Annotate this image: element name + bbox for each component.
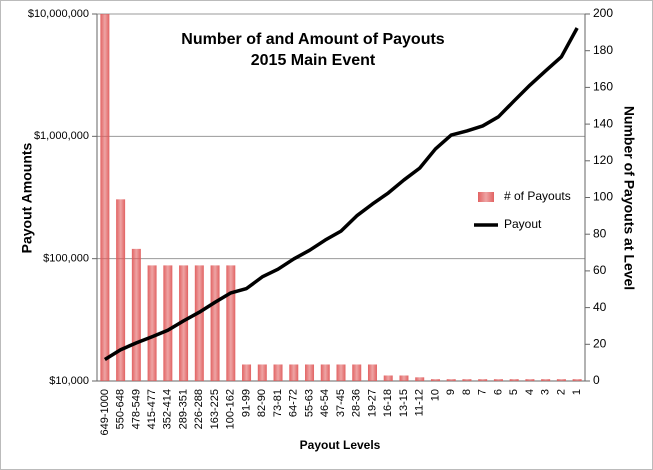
- y2-tick-label: 100: [593, 190, 613, 204]
- bar: [399, 375, 409, 381]
- bar: [462, 379, 472, 381]
- x-tick-label: 352-414: [162, 389, 174, 429]
- bar: [305, 364, 315, 381]
- y2-tick-label: 0: [593, 373, 600, 387]
- bar: [415, 377, 425, 381]
- y-tick-label: $1,000,000: [34, 130, 89, 142]
- bar: [525, 379, 535, 381]
- bar: [131, 248, 141, 381]
- x-tick-label: 28-36: [351, 389, 363, 417]
- bar: [273, 364, 283, 381]
- bar: [352, 364, 362, 381]
- legend-swatch: [478, 192, 494, 202]
- bar: [242, 364, 252, 381]
- x-tick-label: 82-90: [256, 389, 268, 417]
- bar: [493, 379, 503, 381]
- x-tick-label: 1: [571, 389, 583, 395]
- x-tick-label: 73-81: [272, 389, 284, 417]
- bar: [320, 364, 330, 381]
- bar: [163, 265, 173, 381]
- bar: [116, 199, 126, 381]
- x-tick-label: 478-549: [130, 389, 142, 429]
- bar: [179, 265, 189, 381]
- x-tick-label: 8: [461, 389, 473, 395]
- x-tick-label: 163-225: [209, 389, 221, 429]
- y2-tick-label: 140: [593, 116, 613, 130]
- chart-title: Number of and Amount of Payouts: [181, 31, 445, 48]
- y2-tick-label: 120: [593, 153, 613, 167]
- x-tick-label: 415-477: [146, 389, 158, 429]
- bar: [556, 379, 566, 381]
- legend-label: # of Payouts: [504, 189, 571, 203]
- bar: [194, 265, 204, 381]
- x-tick-label: 64-72: [288, 389, 300, 417]
- x-tick-label: 2: [555, 389, 567, 395]
- x-tick-label: 9: [445, 389, 457, 395]
- bar: [383, 375, 393, 381]
- y-tick-label: $10,000: [49, 375, 89, 387]
- bar: [430, 379, 440, 381]
- chart-subtitle: 2015 Main Event: [251, 52, 376, 69]
- x-tick-label: 550-648: [115, 389, 127, 429]
- x-tick-label: 11-12: [414, 389, 426, 416]
- x-tick-label: 100-162: [225, 389, 237, 429]
- x-tick-label: 6: [492, 389, 504, 395]
- x-tick-label: 7: [477, 389, 489, 395]
- x-axis-title: Payout Levels: [300, 438, 381, 452]
- x-tick-label: 91-99: [240, 389, 252, 417]
- bar: [147, 265, 157, 381]
- y2-tick-label: 180: [593, 43, 613, 57]
- x-tick-label: 5: [508, 389, 520, 395]
- x-tick-label: 46-54: [319, 389, 331, 417]
- plot-area: [100, 14, 582, 381]
- bar: [210, 265, 220, 381]
- y2-axis-title: Number of Payouts at Level: [621, 106, 637, 290]
- bar: [336, 364, 346, 381]
- bar: [289, 364, 299, 381]
- legend-label: Payout: [504, 217, 542, 231]
- bar: [478, 379, 488, 381]
- x-tick-label: 226-288: [193, 389, 205, 429]
- x-tick-label: 4: [524, 389, 536, 395]
- x-tick-label: 3: [540, 389, 552, 395]
- y2-tick-label: 60: [593, 263, 607, 277]
- y-axis-title: Payout Amounts: [19, 142, 35, 253]
- bar: [226, 265, 236, 381]
- y2-tick-label: 80: [593, 226, 607, 240]
- bar: [100, 14, 110, 381]
- bar: [367, 364, 377, 381]
- payout-line: [103, 27, 579, 361]
- x-tick-label: 649-1000: [99, 389, 111, 436]
- bar: [257, 364, 267, 381]
- x-tick-label: 10: [429, 389, 441, 401]
- bar: [541, 379, 551, 381]
- bar: [509, 379, 519, 381]
- x-tick-label: 37-45: [335, 389, 347, 417]
- x-tick-label: 16-18: [382, 389, 394, 417]
- y2-tick-label: 40: [593, 300, 607, 314]
- x-tick-label: 55-63: [303, 389, 315, 417]
- y-tick-label: $100,000: [43, 253, 89, 265]
- bar: [572, 379, 582, 381]
- y-tick-label: $10,000,000: [28, 8, 89, 20]
- bar: [446, 379, 456, 381]
- x-tick-label: 13-15: [398, 389, 410, 417]
- x-tick-label: 19-27: [366, 389, 378, 417]
- y2-tick-label: 160: [593, 80, 613, 94]
- x-tick-label: 289-351: [177, 389, 189, 429]
- y2-tick-label: 200: [593, 6, 613, 20]
- y2-tick-label: 20: [593, 336, 607, 350]
